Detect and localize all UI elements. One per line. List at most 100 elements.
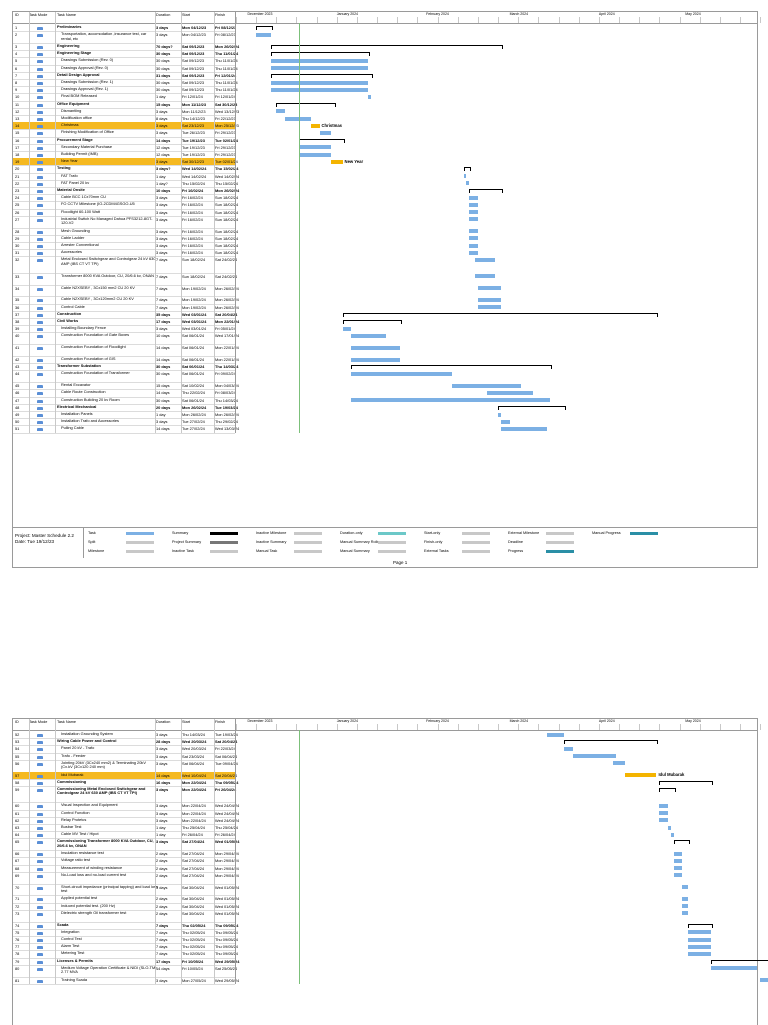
summary-bar[interactable] bbox=[351, 365, 552, 370]
task-bar[interactable] bbox=[688, 944, 712, 949]
task-bar[interactable] bbox=[670, 832, 674, 837]
col-id-2[interactable]: ID bbox=[15, 720, 19, 724]
table-row[interactable]: 58 Commissioning 16 days Mon 22/04/24 Thu 09… bbox=[13, 779, 238, 787]
table-row[interactable]: 19 New Year 3 days Sat 30/12/23 Tue 02/01/24 bbox=[13, 158, 238, 167]
table-row[interactable]: 66 Insulation resistance test 2 days Sat 27… bbox=[13, 850, 239, 859]
summary-bar[interactable] bbox=[469, 189, 503, 193]
table-row[interactable]: 50 Installation Trafo and Accessories 3 da… bbox=[13, 418, 238, 427]
task-bar[interactable] bbox=[256, 32, 271, 37]
task-bar[interactable] bbox=[452, 383, 522, 388]
task-bar[interactable] bbox=[500, 419, 510, 424]
table-row[interactable]: 16 Procurement Stage 14 days Tue 19/12/23 Tu… bbox=[13, 137, 238, 145]
task-bar[interactable] bbox=[270, 66, 369, 71]
summary-bar[interactable] bbox=[270, 52, 371, 57]
task-bar[interactable] bbox=[477, 297, 501, 302]
task-bar[interactable] bbox=[477, 286, 501, 291]
table-row[interactable]: 23 Material Onsite 10 days Fri 16/02/24 Mon … bbox=[13, 187, 239, 196]
task-bar[interactable] bbox=[469, 195, 478, 200]
task-bar[interactable] bbox=[469, 210, 478, 215]
table-row[interactable]: 37 Construction 35 days Wed 03/01/24 Sat 20/… bbox=[13, 311, 237, 319]
task-bar[interactable] bbox=[547, 732, 565, 737]
table-row[interactable]: 4 Engineering Stage 30 days Sat 09/12/23 Thu… bbox=[13, 50, 238, 59]
task-bar[interactable] bbox=[463, 174, 467, 179]
task-bar[interactable] bbox=[276, 109, 285, 114]
task-bar[interactable] bbox=[270, 58, 369, 63]
table-row[interactable]: 40 Construction Foundation of Gate Boxes 1… bbox=[13, 332, 239, 346]
task-bar[interactable] bbox=[613, 761, 625, 766]
table-row[interactable]: 68 Measurement of winding resistance 2 day… bbox=[13, 865, 239, 873]
task-bar[interactable] bbox=[270, 87, 369, 92]
task-bar[interactable] bbox=[342, 326, 352, 331]
table-row[interactable]: 59 Commissioning Metal Enclosed Switchgea… bbox=[13, 786, 236, 804]
table-row[interactable]: 26 Floodlight 60-100 Watt 3 days Fri 16/02/… bbox=[13, 209, 238, 217]
summary-bar[interactable] bbox=[270, 45, 503, 49]
summary-bar[interactable] bbox=[342, 320, 403, 324]
table-row[interactable]: 35 Cable N2XSEBY , 3Cx120mm2 CU 20 KV 7 da… bbox=[13, 296, 239, 305]
table-row[interactable]: 33 Transformer 8000 KVA Outdoor, CU, 20/6… bbox=[13, 273, 237, 286]
task-bar[interactable] bbox=[351, 398, 550, 403]
task-bar[interactable] bbox=[682, 911, 689, 916]
table-row[interactable]: 70 Short-circuit impedance (principal tap… bbox=[13, 884, 239, 897]
summary-bar[interactable] bbox=[659, 788, 676, 792]
table-row[interactable]: 45 Rental Excavator 15 days Sat 10/02/24 Mon… bbox=[13, 382, 239, 391]
task-bar[interactable] bbox=[500, 426, 548, 431]
holiday-bar[interactable] bbox=[310, 123, 320, 128]
task-bar[interactable] bbox=[319, 130, 332, 135]
summary-bar[interactable] bbox=[270, 73, 374, 78]
table-row[interactable]: 61 Control Function 3 days Mon 22/04/24 Wed … bbox=[13, 810, 239, 818]
table-row[interactable]: 48 Electrical Mechanical 20 days Mon 26/02/… bbox=[13, 404, 238, 412]
table-row[interactable]: 34 Cable N2XSEBY , 3Cx150 mm2 CU 20 KV 7 d… bbox=[13, 285, 239, 298]
task-bar[interactable] bbox=[682, 896, 689, 901]
table-row[interactable]: 24 Cable BCC 1Cx70mm CU 3 days Fri 16/02/24… bbox=[13, 194, 238, 203]
summary-bar[interactable] bbox=[673, 840, 691, 845]
table-row[interactable]: 79 Licenses & Permits 17 days Fri 10/05/24 W… bbox=[13, 958, 239, 966]
col-mode-2[interactable]: Task Mode bbox=[29, 720, 48, 724]
table-row[interactable]: 31 Accessories 3 days Fri 16/02/24 Sun 18/02… bbox=[13, 249, 238, 258]
task-bar[interactable] bbox=[659, 811, 668, 816]
table-row[interactable]: 39 Installing Boundary Fence 3 days Wed 03/… bbox=[13, 325, 236, 334]
table-row[interactable]: 67 Voltage ratio test 2 days Sat 27/04/24 Mo… bbox=[13, 857, 239, 866]
task-bar[interactable] bbox=[572, 754, 617, 759]
table-row[interactable]: 63 Busbar Test 1 day Thu 25/04/24 Thu 25/04/… bbox=[13, 824, 238, 833]
table-row[interactable]: 47 Construction Building 20 kv Room 30 day… bbox=[13, 397, 238, 405]
table-row[interactable]: 80 Medium Voltage Operation Certificate &… bbox=[13, 965, 237, 978]
col-start[interactable]: Start bbox=[182, 13, 191, 17]
col-id[interactable]: ID bbox=[15, 13, 19, 17]
table-row[interactable]: 21 FAT Trafo 1 day Wed 14/02/24 Wed 14/02/24 bbox=[13, 173, 239, 181]
task-bar[interactable] bbox=[673, 873, 683, 878]
table-row[interactable]: 81 Training Scada 3 days Mon 27/05/24 Wed 29… bbox=[13, 977, 239, 985]
table-row[interactable]: 73 Dielectric strength Oil transformer te… bbox=[13, 910, 239, 923]
task-bar[interactable] bbox=[673, 851, 683, 856]
task-bar[interactable] bbox=[469, 243, 478, 248]
table-row[interactable]: 25 FO CCTV Milestone (IO-2CDM4GSGO-U5 3 da… bbox=[13, 201, 238, 210]
task-bar[interactable] bbox=[564, 746, 573, 751]
table-row[interactable]: 15 Finishing Modification of Office 3 days… bbox=[13, 129, 236, 138]
task-bar[interactable] bbox=[351, 345, 401, 350]
table-row[interactable]: 14 Christmas 3 days Sat 23/12/23 Mon 25/12/2… bbox=[13, 122, 239, 131]
table-row[interactable]: 77 Alarm Test 7 days Thu 02/05/24 Thu 09/05/… bbox=[13, 943, 238, 952]
table-row[interactable]: 52 Installation Grounding System 3 days Thu… bbox=[13, 731, 238, 740]
task-bar[interactable] bbox=[486, 390, 533, 395]
task-bar[interactable] bbox=[688, 951, 712, 956]
table-row[interactable]: 49 Installation Panels 1 day Mon 26/02/24 Mo… bbox=[13, 411, 239, 420]
task-bar[interactable] bbox=[682, 885, 689, 890]
table-row[interactable]: 3 Engineering 70 days? Sat 09/12/23 Mon 26/0… bbox=[13, 43, 239, 52]
table-row[interactable]: 54 Panel 20 kV - Trafo 3 days Wed 20/03/24 F… bbox=[13, 745, 236, 754]
table-row[interactable]: 27 Industrial Switch No Managed Dahua PFS… bbox=[13, 216, 238, 229]
col-duration-2[interactable]: Duration bbox=[156, 720, 171, 724]
table-row[interactable]: 75 Integration 7 days Thu 02/05/24 Thu 09/05… bbox=[13, 929, 238, 937]
table-row[interactable]: 57 Idul Mubarak 14 days Wed 10/04/24 Sat 20/… bbox=[13, 771, 237, 780]
table-row[interactable]: 8 Drawings Submission (Rev. 1) 30 days Sat … bbox=[13, 79, 238, 88]
task-bar[interactable] bbox=[498, 412, 501, 417]
summary-bar[interactable] bbox=[463, 167, 472, 172]
task-bar[interactable] bbox=[299, 152, 332, 157]
table-row[interactable]: 46 Cable Route Construction 14 days Thu 22/… bbox=[13, 389, 236, 398]
table-row[interactable]: 5 Drawings Submission (Rev. 0) 30 days Sat … bbox=[13, 57, 238, 66]
table-row[interactable]: 1 Preliminaries 3 days Mon 04/12/23 Fri 08/1… bbox=[13, 24, 236, 33]
task-bar[interactable] bbox=[351, 357, 401, 362]
summary-bar[interactable] bbox=[342, 312, 659, 317]
table-row[interactable]: 41 Construction Foundation of Floodlight 1… bbox=[13, 344, 239, 357]
summary-bar[interactable] bbox=[256, 26, 273, 30]
table-row[interactable]: 10 Final BOM Released 1 day Fri 12/01/24 Fri… bbox=[13, 93, 236, 102]
table-row[interactable]: 55 Trafo - Feeder 3 days Sat 23/03/24 Sat 06… bbox=[13, 753, 237, 761]
